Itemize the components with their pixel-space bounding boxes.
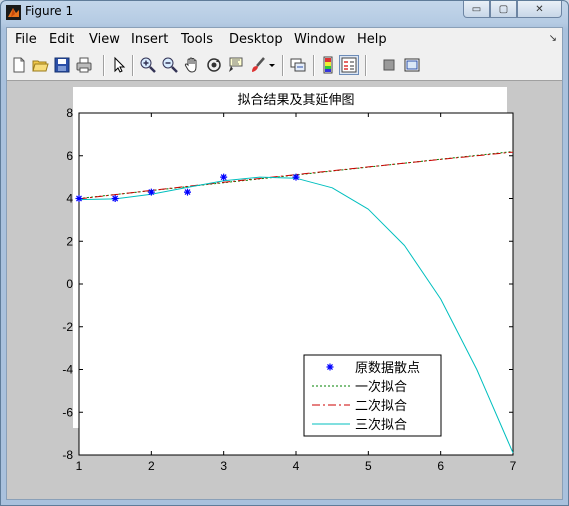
link-plot-icon[interactable]: [289, 56, 307, 74]
toolbar-separator: [282, 55, 283, 76]
figure-toolbar: [7, 52, 562, 81]
y-tick-label: 4: [66, 192, 73, 206]
x-tick-label: 2: [148, 459, 155, 473]
menu-insert[interactable]: Insert: [131, 32, 169, 47]
y-tick-label: 2: [66, 234, 73, 248]
legend-label: 一次拟合: [355, 379, 407, 395]
axes-box: [78, 112, 514, 456]
matlab-icon: [6, 5, 21, 20]
minimize-icon: ▭: [471, 3, 482, 15]
menu-help[interactable]: Help: [357, 32, 387, 47]
chart-title: 拟合结果及其延伸图: [237, 93, 354, 108]
brush-dropdown-icon[interactable]: [267, 56, 277, 74]
maximize-button[interactable]: ▢: [490, 1, 517, 18]
pan-icon[interactable]: [183, 56, 201, 74]
x-tick-label: 1: [76, 459, 83, 473]
legend-icon[interactable]: [339, 55, 359, 75]
legend-marker: [326, 363, 334, 371]
x-tick-label: 3: [220, 459, 227, 473]
y-tick-label: -4: [62, 363, 73, 377]
legend-label: 原数据散点: [355, 361, 420, 376]
toolbar-separator: [313, 55, 314, 76]
quadratic-fit-line: [78, 151, 514, 200]
brush-icon[interactable]: [249, 56, 267, 74]
legend-label: 三次拟合: [355, 417, 407, 433]
print-icon[interactable]: [75, 56, 93, 74]
save-icon[interactable]: [53, 56, 71, 74]
y-tick-label: 6: [66, 149, 73, 163]
x-tick-label: 6: [437, 459, 444, 473]
data-point: [111, 195, 119, 202]
close-button[interactable]: ✕: [517, 1, 562, 18]
x-tick-label: 5: [365, 459, 372, 473]
data-point: [147, 188, 155, 196]
legend-label: 二次拟合: [355, 398, 407, 414]
y-tick-label: -2: [62, 320, 73, 334]
maximize-icon: ▢: [498, 3, 509, 15]
toolbar-separator: [103, 55, 104, 76]
edit-plot-icon[interactable]: [110, 56, 128, 74]
data-point: [75, 195, 83, 202]
menu-overflow-icon[interactable]: ↘: [548, 33, 557, 44]
minimize-button[interactable]: ▭: [463, 1, 490, 18]
toolbar-separator: [365, 55, 366, 76]
zoom-in-icon[interactable]: [139, 56, 157, 74]
y-tick-label: 8: [66, 106, 73, 120]
window-title: Figure 1: [25, 4, 74, 18]
open-file-icon[interactable]: [31, 56, 49, 74]
zoom-out-icon[interactable]: [161, 56, 179, 74]
colorbar-icon[interactable]: [319, 56, 337, 74]
legend-box: [303, 354, 442, 437]
data-point: [292, 173, 300, 181]
new-figure-icon[interactable]: [10, 56, 28, 74]
y-tick-label: 0: [66, 277, 73, 291]
x-tick-label: 4: [293, 459, 300, 473]
hide-plot-tools-icon[interactable]: [380, 56, 398, 74]
y-tick-label: -8: [62, 448, 73, 462]
show-plot-tools-icon[interactable]: [403, 56, 421, 74]
data-cursor-icon[interactable]: [227, 56, 245, 74]
close-icon: ✕: [535, 3, 544, 15]
menu-edit[interactable]: Edit: [49, 32, 75, 47]
data-point: [184, 188, 191, 196]
x-tick-label: 7: [510, 459, 517, 473]
menu-tools[interactable]: Tools: [181, 32, 214, 47]
toolbar-separator: [132, 55, 133, 76]
menu-file[interactable]: File: [15, 32, 37, 47]
menu-window[interactable]: Window: [294, 32, 346, 47]
menu-desktop[interactable]: Desktop: [229, 32, 283, 47]
title-bar[interactable]: Figure 1 ▭ ▢ ✕: [1, 1, 568, 25]
y-tick-label: -6: [62, 405, 73, 419]
menu-view[interactable]: View: [89, 32, 120, 47]
data-point: [220, 173, 228, 181]
rotate-3d-icon[interactable]: [205, 56, 223, 74]
